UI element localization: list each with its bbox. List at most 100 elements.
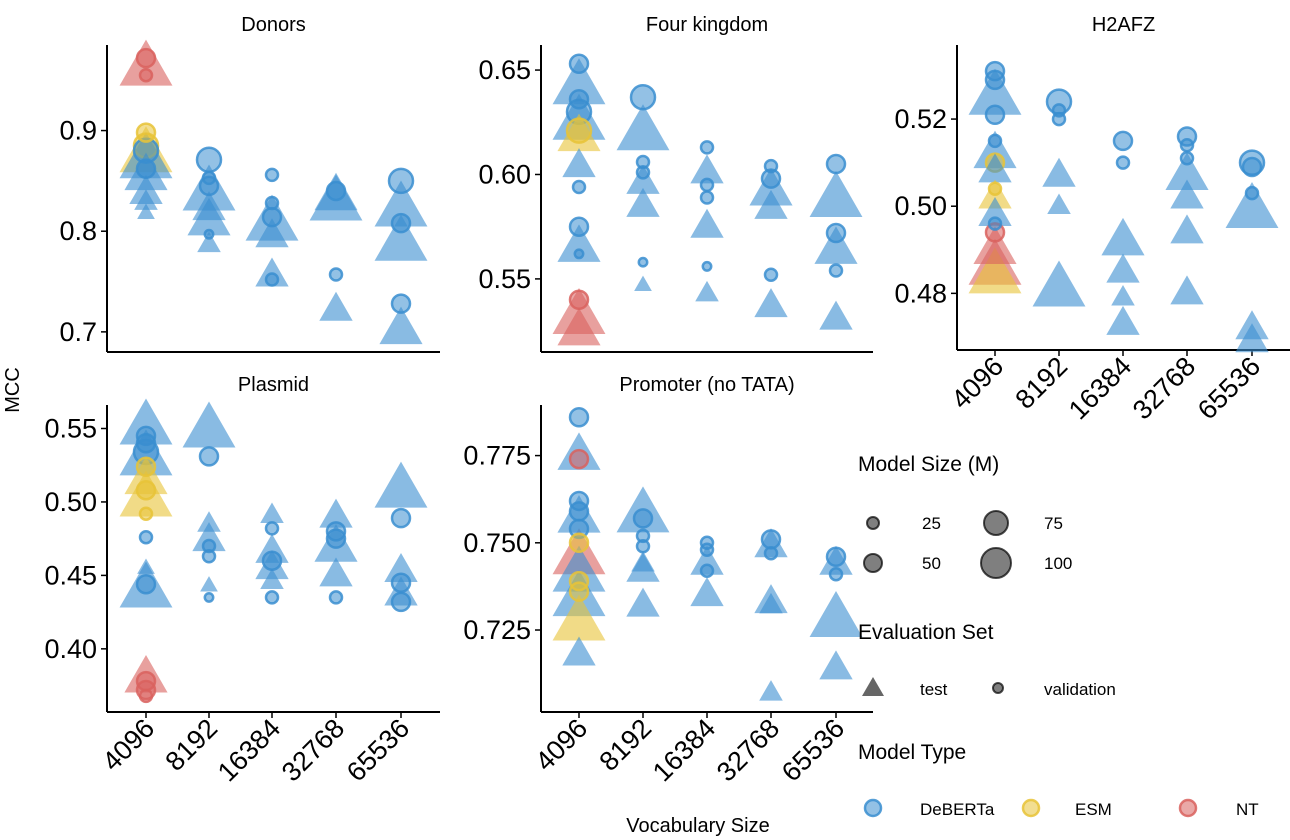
data-point-validation-deberta xyxy=(699,177,715,193)
data-point-test-deberta xyxy=(631,551,655,572)
data-point-validation-deberta xyxy=(390,212,412,234)
data-point-validation-deberta xyxy=(828,566,844,582)
y-tick-label: 0.45 xyxy=(44,560,97,590)
data-point-validation-nt xyxy=(138,688,154,704)
data-point-validation-deberta xyxy=(203,228,215,240)
data-point-test-deberta xyxy=(814,226,858,264)
data-point-test-deberta xyxy=(690,154,724,184)
data-point-test-deberta xyxy=(1170,214,1204,244)
x-tick-label: 16384 xyxy=(647,713,721,787)
data-point-validation-deberta xyxy=(1241,156,1263,178)
data-point-test-esm xyxy=(557,113,601,152)
data-point-test-deberta xyxy=(197,231,221,253)
x-tick-label: 16384 xyxy=(212,713,286,787)
data-point-validation-deberta xyxy=(987,216,1003,231)
legend-size-symbol xyxy=(866,516,880,530)
data-point-validation-esm xyxy=(135,479,157,501)
data-point-test-deberta xyxy=(634,275,652,292)
data-point-validation-deberta xyxy=(568,501,590,522)
y-tick-label: 0.725 xyxy=(463,615,531,645)
chart-legend: Model Size (M) Evaluation Set Model Type… xyxy=(858,453,1259,819)
y-tick-label: 0.7 xyxy=(59,317,97,347)
data-point-test-deberta xyxy=(690,577,724,607)
legend-color-label: NT xyxy=(1236,800,1259,819)
data-point-validation-deberta xyxy=(635,539,651,554)
data-point-test-deberta xyxy=(134,189,158,210)
data-point-test-deberta xyxy=(754,288,788,318)
data-point-test-deberta xyxy=(319,291,353,321)
panel-title: Four kingdom xyxy=(646,14,768,36)
data-point-test-deberta xyxy=(1111,285,1135,306)
data-point-validation-deberta xyxy=(571,179,587,195)
data-point-test-deberta xyxy=(192,522,226,552)
data-point-validation-deberta xyxy=(1112,130,1134,152)
data-point-validation-deberta xyxy=(198,446,220,467)
x-tick-label: 65536 xyxy=(341,713,415,787)
legend-size-symbol xyxy=(863,553,883,573)
data-point-test-deberta xyxy=(690,208,724,238)
panel-title: Donors xyxy=(241,14,305,36)
data-point-validation-nt xyxy=(568,448,590,470)
data-point-test-deberta xyxy=(557,224,601,262)
legend-shape-circle xyxy=(992,682,1004,694)
data-point-validation-deberta xyxy=(325,180,347,202)
legend-size-title: Model Size (M) xyxy=(858,453,999,476)
data-point-test-deberta xyxy=(626,187,660,217)
data-point-test-deberta xyxy=(809,591,863,638)
legend-color-swatch-deberta xyxy=(863,798,883,818)
data-point-test-deberta xyxy=(379,306,423,345)
data-point-validation-nt xyxy=(568,289,590,311)
legend-size-symbol xyxy=(983,510,1009,536)
y-tick-label: 0.55 xyxy=(44,414,97,444)
legend-color-swatch-esm xyxy=(1021,798,1041,818)
data-point-test-deberta xyxy=(626,587,660,617)
data-point-validation-deberta xyxy=(637,256,649,268)
data-point-test-deberta xyxy=(255,257,289,287)
data-point-validation-deberta xyxy=(328,267,344,282)
data-point-test-deberta xyxy=(690,545,724,575)
data-point-validation-deberta xyxy=(390,293,412,314)
data-point-test-deberta xyxy=(1106,305,1140,335)
data-point-validation-deberta xyxy=(763,267,779,282)
data-point-validation-deberta xyxy=(635,165,651,180)
data-point-validation-deberta xyxy=(203,591,215,603)
data-point-test-deberta xyxy=(819,545,853,575)
panel-title: H2AFZ xyxy=(1092,14,1155,36)
data-point-validation-deberta xyxy=(135,432,157,454)
y-tick-label: 0.48 xyxy=(894,278,947,308)
panel-title: Plasmid xyxy=(238,374,309,396)
data-point-test-deberta xyxy=(137,203,155,219)
data-point-test-deberta xyxy=(374,461,428,508)
y-tick-label: 0.60 xyxy=(478,159,531,189)
legend-size-label: 25 xyxy=(922,514,941,533)
legend-shape-label: validation xyxy=(1044,680,1116,699)
chart-panels: Donors 0.7 0.8 0.9 Four kingdom 0.55 0.60 0.65 H… xyxy=(44,14,1290,787)
data-point-validation-deberta xyxy=(825,153,847,175)
legend-color-label: ESM xyxy=(1075,800,1112,819)
data-point-test-deberta xyxy=(200,576,218,592)
data-point-test-deberta xyxy=(1170,179,1204,209)
data-point-validation-nt xyxy=(135,47,157,69)
data-point-validation-deberta xyxy=(699,190,715,205)
data-point-test-deberta xyxy=(1235,323,1269,353)
data-point-test-deberta xyxy=(552,545,606,592)
y-tick-label: 0.775 xyxy=(463,441,531,471)
data-point-validation-deberta xyxy=(325,528,347,549)
data-point-validation-deberta xyxy=(264,590,280,605)
data-point-validation-deberta xyxy=(568,89,590,110)
data-point-test-esm xyxy=(552,594,606,641)
legend-color-title: Model Type xyxy=(858,741,966,764)
data-point-validation-deberta xyxy=(387,167,415,195)
data-point-validation-deberta xyxy=(828,263,844,278)
x-tick-label: 32768 xyxy=(276,713,350,787)
data-point-test-deberta xyxy=(1225,182,1279,229)
data-point-validation-deberta xyxy=(201,170,217,186)
data-point-validation-deberta xyxy=(135,573,157,595)
data-point-test-deberta xyxy=(1106,253,1140,283)
legend-size-symbol xyxy=(980,547,1012,579)
legend-shape-title: Evaluation Set xyxy=(858,621,994,644)
data-point-validation-esm xyxy=(135,456,157,477)
data-point-test-deberta xyxy=(374,180,428,227)
data-point-test-deberta xyxy=(819,650,853,680)
